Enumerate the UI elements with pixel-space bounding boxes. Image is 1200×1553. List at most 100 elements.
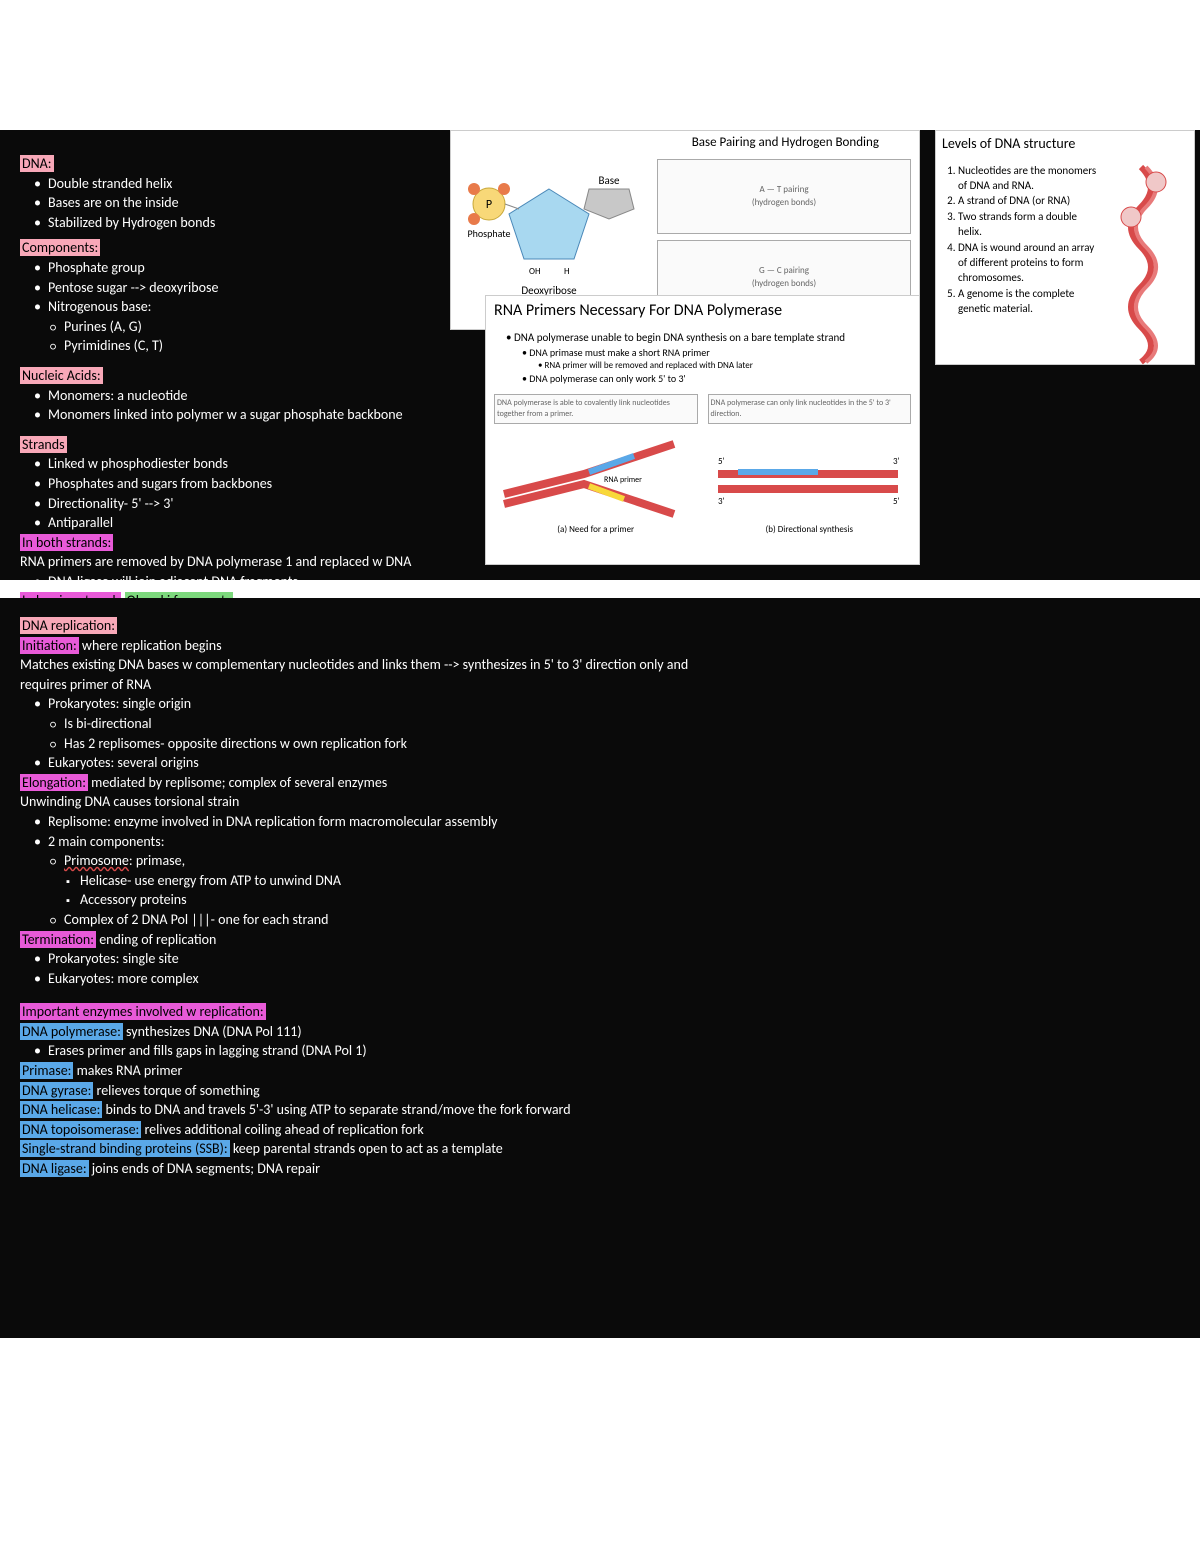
- heading-nucleic: Nucleic Acids:: [20, 367, 103, 384]
- text-span: keep parental strands open to act as a t…: [230, 1140, 503, 1157]
- text-line: Unwinding DNA causes torsional strain: [20, 792, 1180, 812]
- notes-column: DNA: Double stranded helix Bases are on …: [20, 154, 460, 631]
- text-span: relives additional coiling ahead of repl…: [141, 1121, 423, 1138]
- enzyme-name: DNA gyrase:: [20, 1082, 93, 1099]
- list-elongation: Replisome: enzyme involved in DNA replic…: [20, 812, 1180, 851]
- list-item: Bases are on the inside: [48, 193, 460, 213]
- panel-dna-basics: DNA: Double stranded helix Bases are on …: [0, 130, 1200, 580]
- fork-diagram-b-icon: 5'3' 3'5': [708, 424, 908, 519]
- primosome-term: Primosome: [64, 852, 129, 869]
- list-item: Pentose sugar --> deoxyribose: [48, 278, 460, 298]
- list-nucleic: Monomers: a nucleotide Monomers linked i…: [20, 386, 460, 425]
- enzyme-name: DNA polymerase:: [20, 1023, 123, 1040]
- list-item: Stabilized by Hydrogen bonds: [48, 213, 460, 233]
- list-item: Nucleotides are the monomers of DNA and …: [958, 163, 1097, 194]
- text-span: mediated by replisome; complex of severa…: [88, 774, 387, 791]
- list-item: Accessory proteins: [80, 890, 1180, 910]
- levels-list: Nucleotides are the monomers of DNA and …: [936, 157, 1101, 367]
- list-item: DNA is wound around an array of differen…: [958, 240, 1097, 286]
- sublist-elong-1: Primosome: primase,: [20, 851, 1180, 871]
- list-item: Is bi-directional: [64, 714, 1180, 734]
- list-item: Double stranded helix: [48, 174, 460, 194]
- svg-text:RNA primer: RNA primer: [604, 475, 642, 485]
- insert-title: Levels of DNA structure: [936, 131, 1194, 157]
- list-termination: Prokaryotes: single site Eukaryotes: mor…: [20, 949, 1180, 988]
- list-dna: Double stranded helix Bases are on the i…: [20, 174, 460, 233]
- caption: (a) Need for a primer: [494, 524, 698, 537]
- svg-text:5': 5': [718, 456, 725, 467]
- heading-strands: Strands: [20, 436, 67, 453]
- insert-title: Base Pairing and Hydrogen Bonding: [451, 131, 919, 155]
- enzyme-name: DNA ligase:: [20, 1160, 89, 1177]
- text-span: makes RNA primer: [73, 1062, 182, 1079]
- text-line: RNA primers are removed by DNA polymeras…: [20, 552, 460, 572]
- heading-termination: Termination:: [20, 931, 96, 948]
- list-item: Pyrimidines (C, T): [64, 336, 460, 356]
- caption-box: DNA polymerase can only link nucleotides…: [708, 394, 912, 424]
- dna-coil-icon: [1101, 157, 1186, 367]
- enzyme-name: Primase:: [20, 1062, 73, 1079]
- list-item: Primosome: primase,: [64, 851, 1180, 871]
- list-item: A strand of DNA (or RNA): [958, 193, 1097, 208]
- heading-both-strands: In both strands:: [20, 534, 113, 551]
- list-item: Eukaryotes: more complex: [48, 969, 1180, 989]
- sublist-bases: Purines (A, G) Pyrimidines (C, T): [20, 317, 460, 356]
- text-span: joins ends of DNA segments; DNA repair: [89, 1160, 320, 1177]
- list-item: Complex of 2 DNA Pol |||- one for each s…: [64, 910, 1180, 930]
- enzyme-name: Single-strand binding proteins (SSB):: [20, 1140, 230, 1157]
- sublist-elong-2: Complex of 2 DNA Pol |||- one for each s…: [20, 910, 1180, 930]
- text-line: DNA polymerase can only work 5' to 3': [529, 372, 685, 385]
- sublist-initiation: Is bi-directional Has 2 replisomes- oppo…: [20, 714, 1180, 753]
- list-item: Phosphates and sugars from backbones: [48, 474, 460, 494]
- list-item: A genome is the complete genetic materia…: [958, 286, 1097, 317]
- insert-levels: Levels of DNA structure Nucleotides are …: [935, 130, 1195, 365]
- list-item: Monomers linked into polymer w a sugar p…: [48, 405, 460, 425]
- list-item: Monomers: a nucleotide: [48, 386, 460, 406]
- svg-text:H: H: [564, 266, 570, 277]
- list-initiation-2: Eukaryotes: several origins: [20, 753, 1180, 773]
- list-initiation: Prokaryotes: single origin: [20, 694, 1180, 714]
- list-item: Antiparallel: [48, 513, 460, 533]
- list-item: Erases primer and fills gaps in lagging …: [48, 1041, 1180, 1061]
- enzyme-name: DNA topoisomerase:: [20, 1121, 141, 1138]
- list-enzyme-detail: Erases primer and fills gaps in lagging …: [20, 1041, 1180, 1061]
- text-span: binds to DNA and travels 5'-3' using ATP…: [102, 1101, 570, 1118]
- text-span: where replication begins: [79, 637, 222, 654]
- list-item: Linked w phosphodiester bonds: [48, 454, 460, 474]
- list-item: Prokaryotes: single site: [48, 949, 1180, 969]
- list-item: Two strands form a double helix.: [958, 209, 1097, 240]
- list-strands: Linked w phosphodiester bonds Phosphates…: [20, 454, 460, 532]
- panel-replication: DNA replication: Initiation: where repli…: [0, 598, 1200, 1338]
- text-span: ending of replication: [96, 931, 216, 948]
- text-span: : primase,: [129, 852, 185, 869]
- text-line: Matches existing DNA bases w complementa…: [20, 655, 720, 694]
- list-item: Helicase- use energy from ATP to unwind …: [80, 871, 1180, 891]
- top-margin: [0, 0, 1200, 130]
- list-item: Eukaryotes: several origins: [48, 753, 1180, 773]
- caption-box: DNA polymerase is able to covalently lin…: [494, 394, 698, 424]
- svg-text:Phosphate: Phosphate: [467, 227, 510, 240]
- caption: (b) Directional synthesis: [708, 524, 912, 537]
- list-item: Phosphate group: [48, 258, 460, 278]
- svg-text:OH: OH: [529, 266, 541, 277]
- list-item: Nitrogenous base:: [48, 297, 460, 317]
- heading-replication: DNA replication:: [20, 617, 117, 634]
- insert-rna-primers: RNA Primers Necessary For DNA Polymerase…: [485, 295, 920, 565]
- text-line: DNA polymerase unable to begin DNA synth…: [514, 331, 845, 344]
- list-item: Prokaryotes: single origin: [48, 694, 1180, 714]
- heading-components: Components:: [20, 239, 100, 256]
- text-line: DNA primase must make a short RNA primer: [529, 346, 710, 359]
- enzyme-name: DNA helicase:: [20, 1101, 102, 1118]
- list-item: Has 2 replisomes- opposite directions w …: [64, 734, 1180, 754]
- list-item: Directionality- 5' --> 3': [48, 494, 460, 514]
- heading-enzymes: Important enzymes involved w replication…: [20, 1003, 266, 1020]
- list-item: 2 main components:: [48, 832, 1180, 852]
- fork-diagram-a-icon: RNA primer: [494, 424, 694, 519]
- list-components: Phosphate group Pentose sugar --> deoxyr…: [20, 258, 460, 317]
- svg-text:Base: Base: [598, 174, 620, 187]
- heading-elongation: Elongation:: [20, 774, 88, 791]
- insert-title: RNA Primers Necessary For DNA Polymerase: [486, 296, 919, 326]
- list-both: DNA ligase will join adjacent DNA fragme…: [20, 572, 460, 592]
- text-line: RNA primer will be removed and replaced …: [545, 360, 753, 371]
- svg-text:3': 3': [718, 496, 725, 507]
